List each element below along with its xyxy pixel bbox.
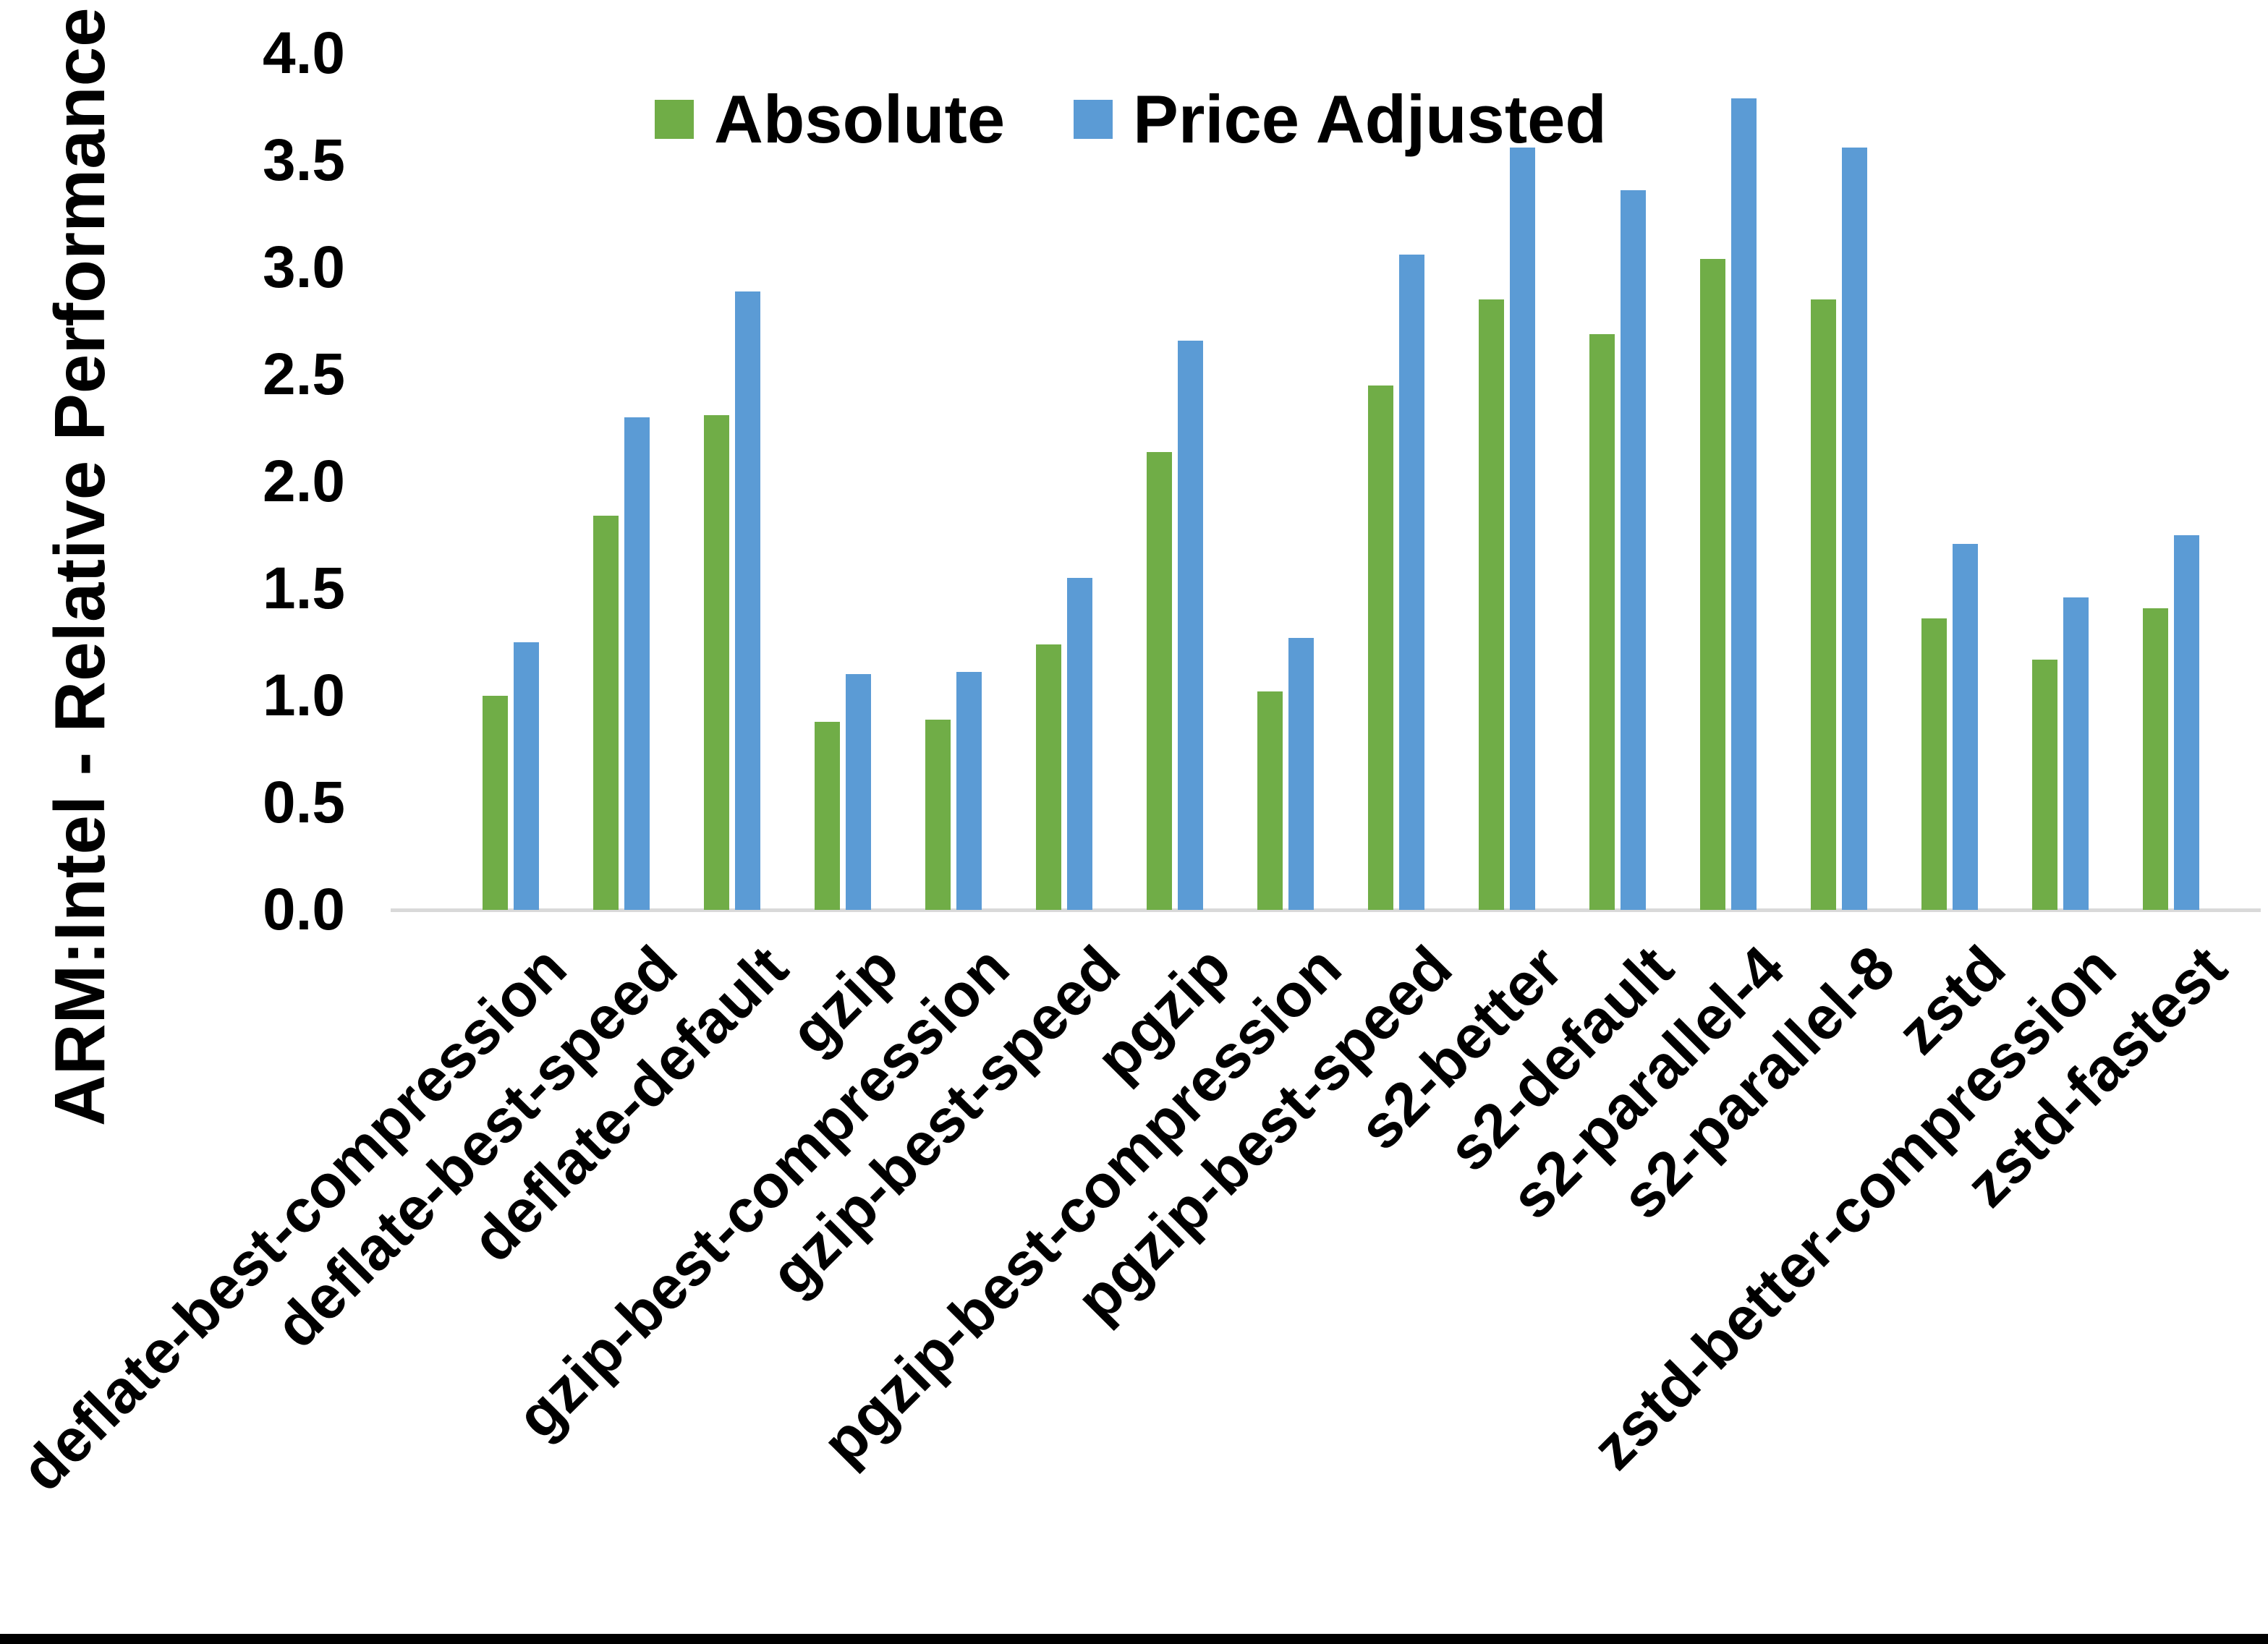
bar-absolute-pgzip-best-speed: [1368, 386, 1393, 910]
legend-label-price-adjusted: Price Adjusted: [1133, 81, 1607, 157]
bar-price-adjusted-pgzip: [1178, 341, 1203, 910]
legend-label-absolute: Absolute: [714, 81, 1006, 157]
y-tick-label-1.0: 1.0: [263, 663, 345, 728]
y-tick-label-0.0: 0.0: [263, 877, 345, 942]
legend-swatch-absolute: [655, 100, 694, 139]
bar-price-adjusted-deflate-default: [735, 291, 760, 910]
y-tick-label-0.5: 0.5: [263, 770, 345, 835]
bar-absolute-deflate-best-compression: [483, 696, 508, 910]
bar-absolute-s2-parallel-8: [1811, 299, 1836, 910]
legend: Absolute Price Adjusted: [655, 85, 1607, 153]
bar-price-adjusted-pgzip-best-speed: [1399, 255, 1424, 910]
bar-price-adjusted-pgzip-best-compression: [1288, 638, 1314, 910]
bottom-edge-bar: [0, 1634, 2268, 1644]
bar-absolute-pgzip: [1147, 452, 1172, 910]
bar-absolute-deflate-best-speed: [593, 516, 619, 910]
bar-absolute-zstd-better-compression: [2032, 660, 2057, 910]
bar-absolute-s2-default: [1589, 334, 1615, 910]
legend-swatch-price-adjusted: [1074, 100, 1113, 139]
bar-absolute-zstd: [1921, 618, 1947, 910]
legend-item-price-adjusted: Price Adjusted: [1074, 85, 1607, 153]
bar-absolute-deflate-default: [704, 415, 729, 910]
bar-price-adjusted-s2-parallel-4: [1731, 98, 1757, 910]
y-tick-label-2.0: 2.0: [263, 448, 345, 514]
bar-absolute-gzip-best-compression: [925, 720, 951, 910]
bar-price-adjusted-zstd: [1953, 544, 1978, 910]
y-tick-label-2.5: 2.5: [263, 341, 345, 407]
x-axis-line: [391, 908, 2261, 912]
bar-price-adjusted-gzip: [846, 674, 871, 910]
legend-item-absolute: Absolute: [655, 85, 1005, 153]
bar-price-adjusted-gzip-best-speed: [1067, 578, 1092, 910]
bar-price-adjusted-gzip-best-compression: [956, 672, 982, 910]
bar-absolute-pgzip-best-compression: [1257, 691, 1283, 910]
bar-absolute-s2-parallel-4: [1700, 259, 1725, 910]
bar-price-adjusted-zstd-fastest: [2174, 535, 2199, 910]
y-tick-label-1.5: 1.5: [263, 555, 345, 621]
bar-absolute-gzip-best-speed: [1036, 644, 1061, 910]
bar-price-adjusted-zstd-better-compression: [2063, 597, 2089, 910]
bar-price-adjusted-s2-default: [1621, 190, 1646, 910]
bar-absolute-s2-better: [1479, 299, 1504, 910]
y-tick-label-3.5: 3.5: [263, 127, 345, 193]
bar-price-adjusted-deflate-best-compression: [514, 642, 539, 910]
bar-price-adjusted-deflate-best-speed: [624, 417, 650, 910]
bar-absolute-zstd-fastest: [2143, 608, 2168, 910]
y-tick-label-3.0: 3.0: [263, 234, 345, 300]
bar-absolute-gzip: [815, 722, 840, 910]
bar-price-adjusted-s2-parallel-8: [1842, 148, 1867, 910]
y-tick-label-4.0: 4.0: [263, 20, 345, 86]
bar-price-adjusted-s2-better: [1510, 148, 1535, 910]
